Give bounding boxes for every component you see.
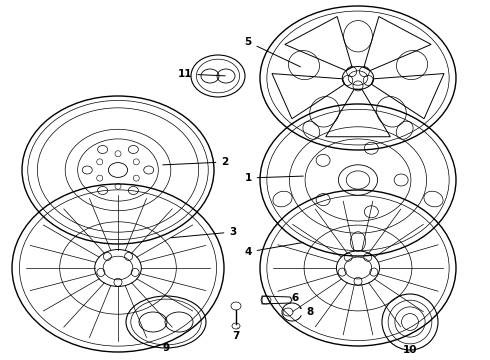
Text: 4: 4: [245, 243, 303, 257]
Text: 10: 10: [403, 345, 417, 355]
Text: 5: 5: [245, 37, 300, 67]
Text: 8: 8: [300, 307, 314, 317]
Text: 9: 9: [163, 343, 170, 353]
Text: 3: 3: [171, 227, 237, 238]
Text: 7: 7: [232, 328, 240, 341]
Text: 6: 6: [292, 293, 298, 303]
Text: 11: 11: [178, 69, 225, 79]
Text: 1: 1: [245, 173, 303, 183]
Text: 2: 2: [163, 157, 229, 167]
